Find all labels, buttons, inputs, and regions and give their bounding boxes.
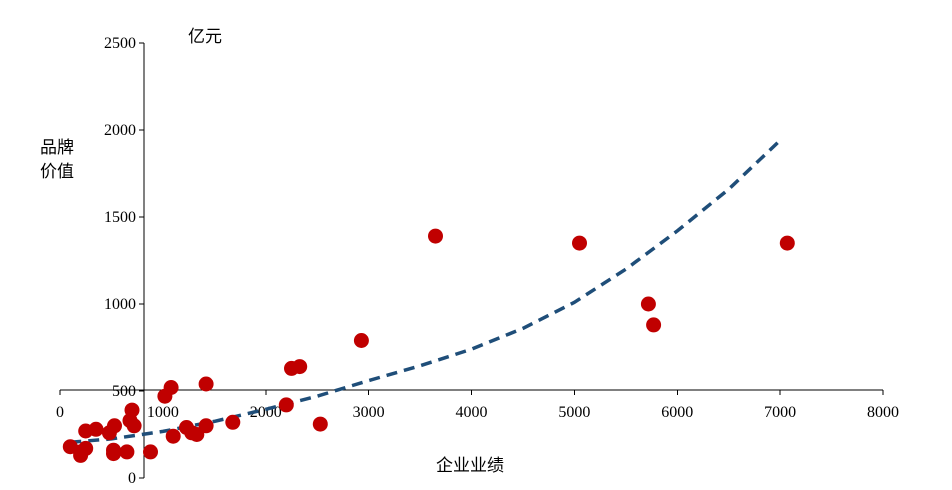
data-point <box>198 418 214 434</box>
data-point <box>107 418 122 434</box>
x-tick-label: 4000 <box>456 404 488 421</box>
data-point <box>198 376 214 392</box>
y-tick-label: 2500 <box>104 35 136 52</box>
y-tick-label: 500 <box>112 383 136 400</box>
labels-group: 亿元 品牌 价值 企业业绩 <box>40 27 504 476</box>
trendline <box>70 139 782 445</box>
data-point <box>165 428 181 444</box>
points-group <box>62 228 795 463</box>
data-point <box>353 333 369 348</box>
data-point <box>428 228 443 244</box>
y-tick-label: 2000 <box>104 122 136 139</box>
data-point <box>312 416 328 432</box>
data-point <box>572 235 587 251</box>
y-tick-label: 0 <box>128 470 136 487</box>
data-point <box>646 317 662 333</box>
x-tick-label: 5000 <box>558 404 590 421</box>
data-point <box>163 380 179 395</box>
data-point <box>124 402 140 418</box>
data-point <box>143 444 158 460</box>
x-tick-label: 3000 <box>353 404 385 421</box>
x-axis-label: 企业业绩 <box>436 456 504 476</box>
data-point <box>640 296 656 312</box>
y-tick-label: 1500 <box>104 209 136 226</box>
data-point <box>78 440 94 456</box>
data-point <box>88 421 104 437</box>
trendline-group <box>70 139 782 445</box>
unit-label: 亿元 <box>188 27 222 47</box>
y-axis-label-line-2: 价值 <box>40 162 74 182</box>
x-tick-label: 8000 <box>867 404 899 421</box>
x-tick-label: 7000 <box>764 404 796 421</box>
data-point <box>779 235 795 251</box>
data-point <box>225 414 241 430</box>
data-point <box>278 397 294 413</box>
data-point <box>106 446 121 462</box>
x-tick-label: 0 <box>56 404 64 421</box>
data-point <box>119 444 135 460</box>
y-tick-label: 1000 <box>104 296 136 313</box>
data-point <box>126 418 142 434</box>
y-axis-label-line-1: 品牌 <box>40 138 74 158</box>
data-point <box>292 359 308 375</box>
x-tick-label: 1000 <box>147 404 179 421</box>
x-tick-label: 6000 <box>661 404 693 421</box>
